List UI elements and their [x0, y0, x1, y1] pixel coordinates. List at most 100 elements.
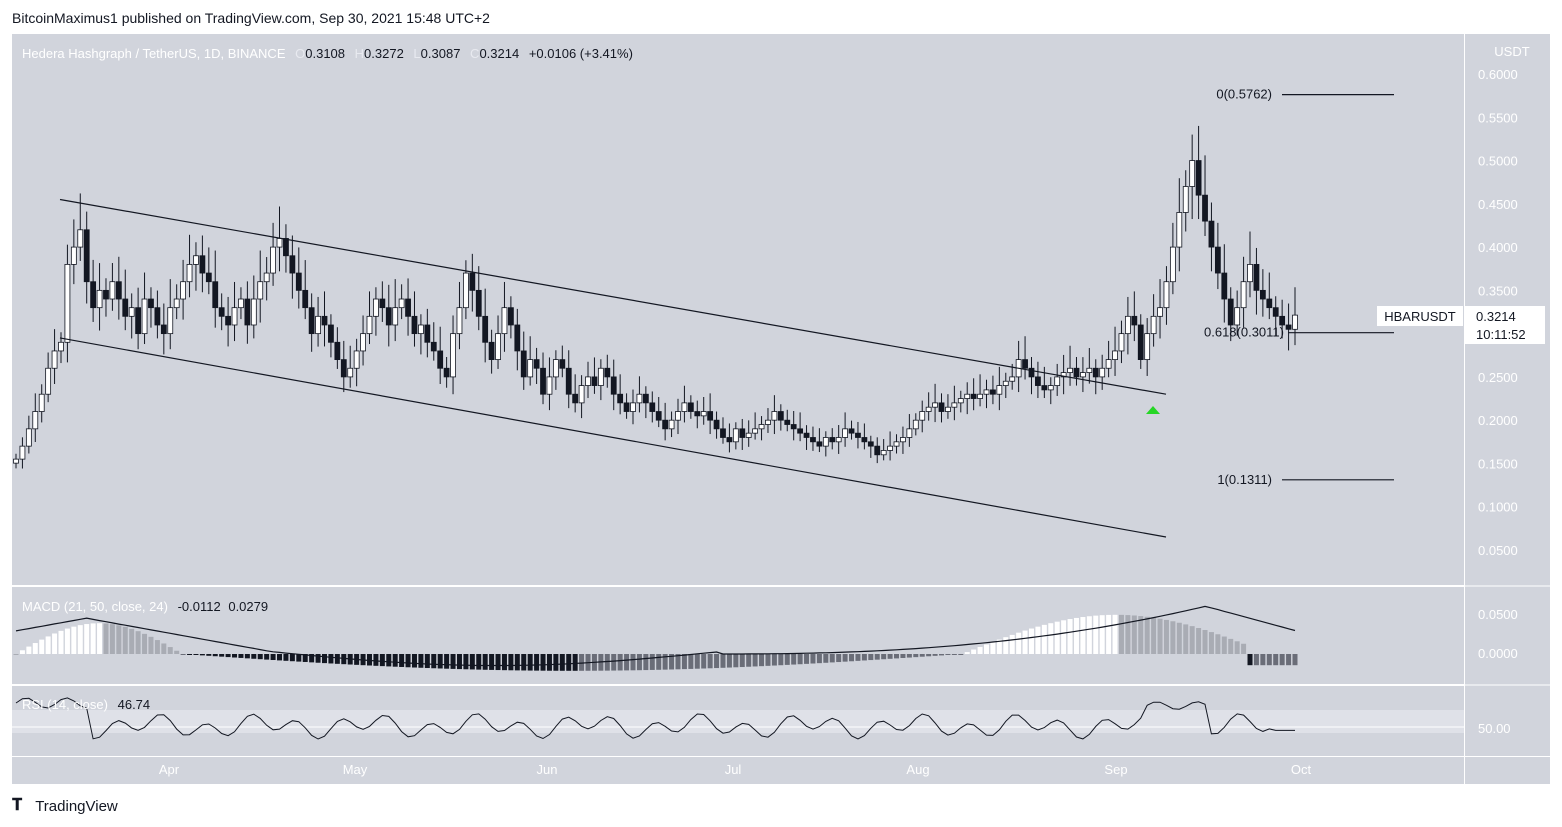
candle[interactable] — [430, 341, 437, 352]
candle[interactable] — [585, 376, 591, 386]
candle[interactable] — [295, 272, 302, 291]
candle[interactable] — [623, 402, 630, 412]
candle[interactable] — [887, 445, 893, 451]
candle[interactable] — [867, 441, 874, 447]
candle[interactable] — [1285, 324, 1292, 330]
candle[interactable] — [983, 389, 990, 395]
candle[interactable] — [507, 307, 514, 326]
candle[interactable] — [996, 385, 1003, 395]
candle[interactable] — [225, 315, 231, 326]
candle[interactable] — [912, 419, 919, 430]
candle[interactable] — [469, 272, 476, 291]
candle[interactable] — [1253, 263, 1260, 291]
candle[interactable] — [488, 341, 495, 361]
candle[interactable] — [546, 376, 553, 395]
candle[interactable] — [649, 402, 656, 412]
candle[interactable] — [186, 263, 193, 283]
candle[interactable] — [1189, 160, 1196, 187]
candle[interactable] — [540, 367, 546, 395]
candle[interactable] — [559, 359, 566, 369]
candle[interactable] — [148, 298, 154, 309]
candle[interactable] — [520, 350, 527, 378]
candle[interactable] — [475, 289, 482, 317]
candle[interactable] — [1086, 367, 1093, 373]
candle[interactable] — [141, 298, 148, 335]
candle[interactable] — [790, 424, 797, 430]
candle[interactable] — [777, 411, 784, 421]
candle[interactable] — [160, 324, 167, 335]
candle[interactable] — [765, 419, 771, 425]
candle[interactable] — [932, 402, 938, 408]
chart-svg[interactable]: 0(0.5762) 0.618(0.3011) 1(0.1311) Hedera… — [12, 34, 1550, 784]
candle[interactable] — [1240, 281, 1247, 309]
candle[interactable] — [655, 411, 662, 421]
candle[interactable] — [212, 281, 219, 309]
candle[interactable] — [328, 324, 334, 343]
candle[interactable] — [610, 376, 617, 395]
candle[interactable] — [720, 428, 726, 438]
candle[interactable] — [366, 315, 373, 335]
candle[interactable] — [1092, 367, 1099, 378]
candle[interactable] — [829, 437, 836, 443]
candle[interactable] — [758, 424, 765, 430]
candle[interactable] — [38, 393, 45, 412]
candle[interactable] — [1208, 220, 1215, 248]
candle[interactable] — [135, 307, 142, 335]
candle[interactable] — [462, 272, 469, 309]
candle[interactable] — [64, 263, 71, 343]
candle[interactable] — [964, 393, 971, 399]
candle[interactable] — [1105, 359, 1112, 369]
candle[interactable] — [835, 437, 842, 443]
candle[interactable] — [681, 402, 688, 412]
candle[interactable] — [13, 458, 19, 464]
candle[interactable] — [810, 437, 816, 443]
candle[interactable] — [1144, 333, 1151, 360]
candle[interactable] — [1041, 385, 1048, 391]
candle[interactable] — [1124, 315, 1131, 335]
candle[interactable] — [900, 437, 906, 443]
candle[interactable] — [816, 441, 823, 447]
candle[interactable] — [514, 324, 521, 352]
candle[interactable] — [1060, 372, 1067, 378]
candle[interactable] — [700, 411, 707, 417]
candle[interactable] — [1259, 289, 1266, 300]
candle[interactable] — [456, 307, 463, 335]
candle[interactable] — [1022, 359, 1028, 369]
candle[interactable] — [739, 428, 746, 438]
candle[interactable] — [45, 367, 52, 395]
candle[interactable] — [109, 281, 116, 300]
candle[interactable] — [630, 402, 636, 412]
candle[interactable] — [360, 333, 366, 352]
candle[interactable] — [70, 246, 77, 265]
candle[interactable] — [1118, 333, 1125, 352]
candle[interactable] — [115, 281, 122, 300]
candle[interactable] — [855, 432, 861, 438]
candle[interactable] — [334, 341, 341, 361]
candle[interactable] — [1131, 315, 1138, 326]
candle[interactable] — [180, 281, 187, 300]
candle[interactable] — [270, 246, 276, 274]
candle[interactable] — [713, 419, 720, 430]
candle[interactable] — [1176, 212, 1183, 248]
candle[interactable] — [893, 441, 900, 447]
candle[interactable] — [675, 411, 681, 421]
candle[interactable] — [1163, 281, 1170, 309]
candle[interactable] — [752, 428, 759, 434]
candle[interactable] — [880, 450, 887, 456]
candle[interactable] — [257, 281, 264, 300]
candle[interactable] — [874, 445, 881, 456]
candle[interactable] — [25, 428, 32, 447]
candle[interactable] — [1099, 367, 1106, 378]
candle[interactable] — [302, 289, 309, 309]
candle[interactable] — [51, 350, 58, 369]
candle[interactable] — [591, 376, 598, 386]
candle[interactable] — [1002, 380, 1009, 386]
candle[interactable] — [970, 393, 977, 399]
candle[interactable] — [263, 272, 270, 283]
macd-pane[interactable] — [12, 587, 1464, 684]
candle[interactable] — [1272, 307, 1279, 317]
candle[interactable] — [1054, 376, 1061, 386]
channel-lower-line[interactable] — [59, 337, 1167, 538]
symbol-tag[interactable] — [1377, 306, 1463, 326]
candle[interactable] — [501, 307, 508, 335]
